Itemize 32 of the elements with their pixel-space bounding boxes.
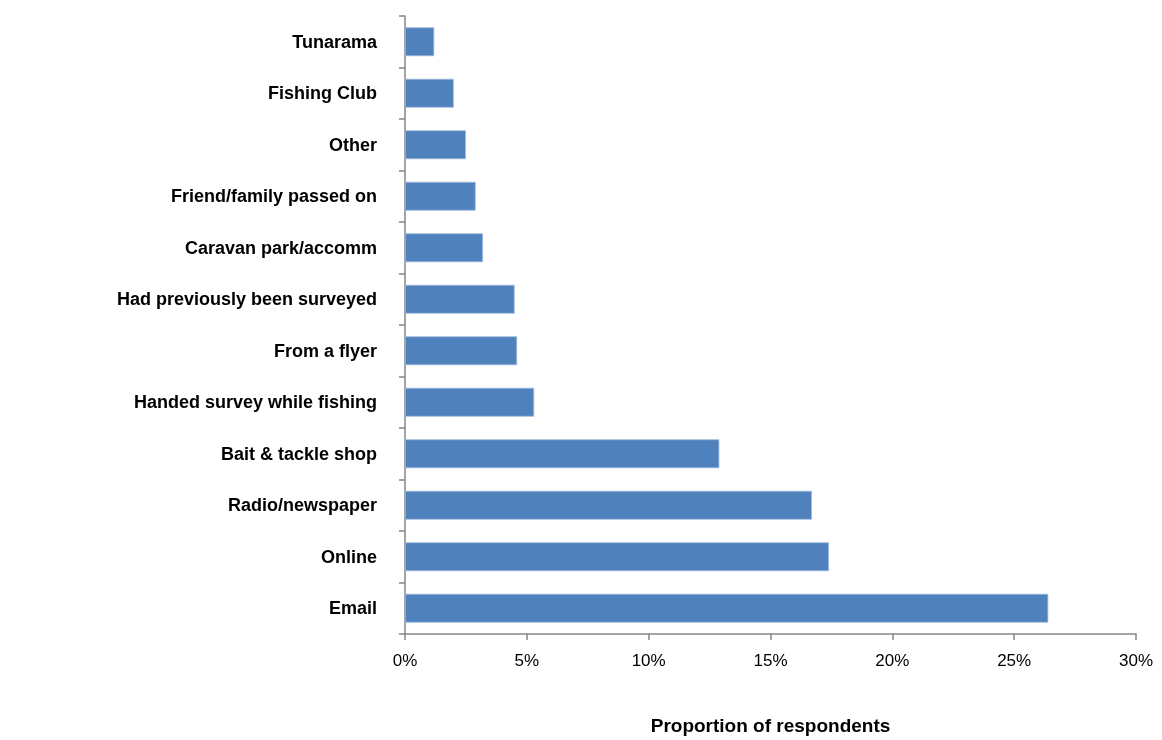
x-tick-label: 30% — [1118, 651, 1154, 670]
bar — [405, 593, 1049, 623]
y-tick-label: Other — [328, 134, 377, 155]
y-tick-label: Handed survey while fishing — [133, 392, 377, 413]
bar — [405, 387, 535, 417]
x-tick-label: 15% — [753, 651, 788, 670]
bar — [405, 27, 435, 57]
y-tick-label: From a flyer — [273, 340, 377, 361]
bar — [405, 336, 518, 366]
bar — [405, 439, 720, 469]
x-tick-label: 20% — [875, 651, 910, 670]
y-tick-label: Tunarama — [292, 31, 378, 52]
x-tick-label: 25% — [997, 651, 1032, 670]
bar — [405, 78, 454, 108]
bar — [405, 490, 812, 520]
y-tick-label: Fishing Club — [268, 83, 377, 104]
bar — [405, 130, 466, 160]
x-tick-label: 5% — [514, 651, 540, 670]
y-tick-label: Email — [328, 598, 377, 619]
x-tick-label: 0% — [392, 651, 418, 670]
y-tick-label: Radio/newspaper — [227, 495, 377, 516]
y-tick-label: Friend/family passed on — [170, 186, 377, 207]
y-tick-label: Caravan park/accomm — [184, 237, 377, 258]
bar — [405, 181, 476, 211]
bar — [405, 542, 829, 572]
x-tick-label: 10% — [631, 651, 666, 670]
x-axis-title: Proportion of respondents — [650, 715, 891, 736]
bar — [405, 284, 515, 314]
bar — [405, 233, 483, 263]
y-tick-label: Online — [320, 546, 377, 567]
y-tick-label: Bait & tackle shop — [220, 443, 377, 464]
y-tick-label: Had previously been surveyed — [116, 289, 377, 310]
